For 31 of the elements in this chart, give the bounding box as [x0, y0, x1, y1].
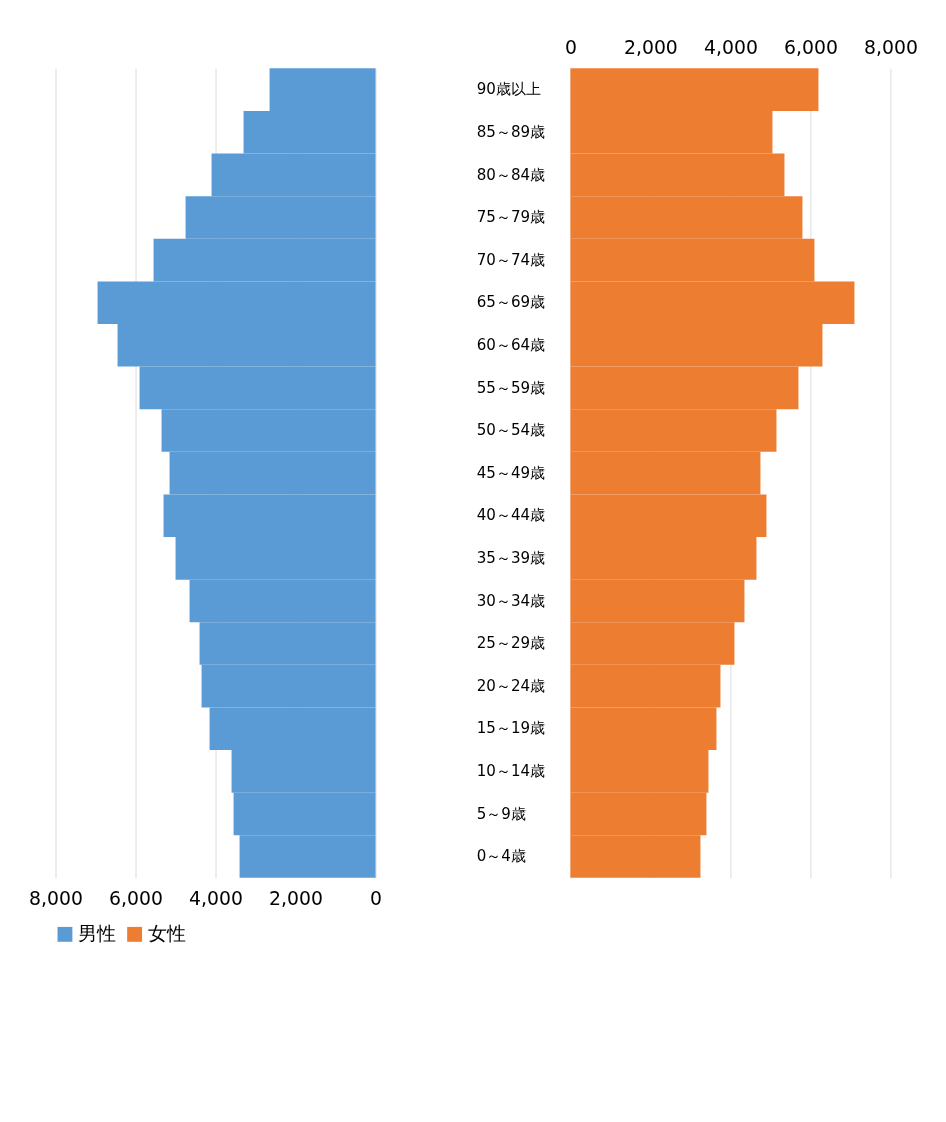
y-tick-label: 25～29歳 [476, 634, 546, 653]
x-tick-label: 4,000 [703, 36, 758, 58]
y-tick-label: 35～39歳 [476, 549, 546, 568]
legend-label: 男性 [78, 923, 117, 944]
x-tick-label: 2,000 [623, 36, 678, 58]
y-tick-label: 15～19歳 [476, 719, 546, 738]
y-tick-label: 90歳以上 [476, 80, 541, 99]
y-tick-label: 75～79歳 [476, 208, 546, 227]
y-tick-label: 40～44歳 [476, 506, 546, 525]
legend-label: 女性 [147, 923, 186, 944]
y-tick-label: 0～4歳 [476, 847, 526, 866]
x-tick-label: 0 [370, 887, 383, 909]
y-tick-label: 20～24歳 [476, 676, 546, 695]
x-tick-label: 4,000 [189, 887, 243, 909]
x-tick-label: 6,000 [109, 887, 163, 909]
y-tick-label: 45～49歳 [476, 463, 546, 482]
y-tick-label: 65～69歳 [476, 293, 546, 312]
x-tick-label: 2,000 [269, 887, 323, 909]
y-tick-label: 30～34歳 [476, 591, 546, 610]
y-tick-label: 5～9歳 [476, 804, 526, 823]
y-tick-label: 10～14歳 [476, 762, 546, 781]
y-tick-label: 70～74歳 [476, 250, 546, 269]
x-tick-label: 8,000 [864, 36, 918, 58]
x-tick-label: 6,000 [783, 36, 838, 58]
x-tick-label: 8,000 [29, 887, 83, 909]
y-tick-label: 80～84歳 [476, 165, 546, 184]
y-tick-label: 60～64歳 [476, 336, 546, 354]
y-tick-label: 55～59歳 [476, 378, 546, 397]
x-tick-label: 0 [564, 36, 577, 58]
y-tick-label: 50～54歳 [476, 421, 546, 440]
y-tick-label: 85～89歳 [476, 122, 546, 141]
